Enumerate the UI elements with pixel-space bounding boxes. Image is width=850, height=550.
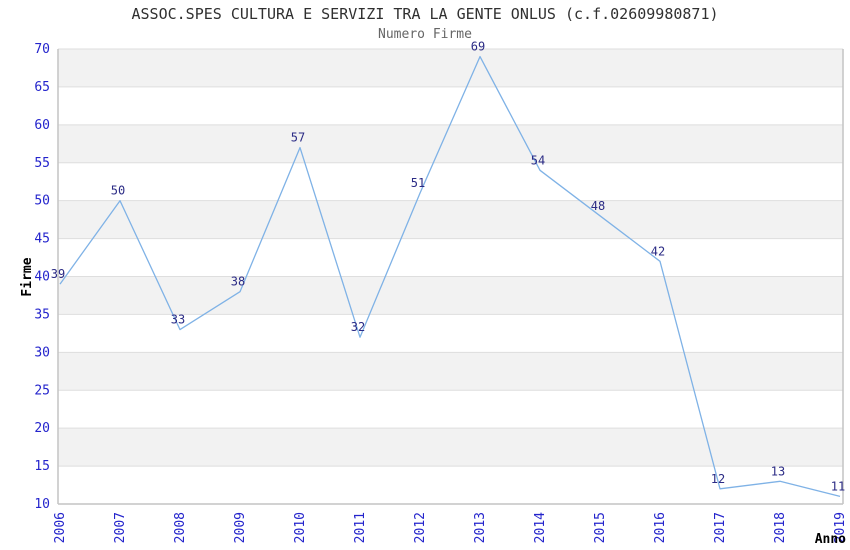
y-axis-title: Firme [20,257,35,296]
data-point-label: 48 [591,199,605,213]
chart-subtitle: Numero Firme [378,27,472,42]
data-point-label: 12 [711,472,725,486]
grid-band [58,49,843,87]
data-point-label: 54 [531,153,545,167]
grid-band [58,124,843,163]
y-tick-label: 70 [34,42,50,57]
chart-title: ASSOC.SPES CULTURA E SERVIZI TRA LA GENT… [131,5,719,23]
y-tick-label: 60 [34,118,50,133]
data-point-label: 69 [471,40,485,54]
x-tick-label: 2017 [713,512,728,543]
grid-band [58,352,843,391]
x-tick-label: 2016 [653,512,668,543]
data-point-label: 42 [651,244,665,258]
y-tick-label: 50 [34,194,50,209]
y-tick-label: 10 [34,497,50,512]
data-point-label: 50 [111,184,125,198]
x-tick-label: 2015 [593,512,608,543]
x-tick-label: 2012 [413,512,428,543]
y-tick-label: 55 [34,156,50,171]
x-tick-label: 2019 [833,512,848,543]
y-tick-label: 20 [34,421,50,436]
x-tick-label: 2018 [773,512,788,543]
grid-band [58,428,843,467]
x-tick-label: 2010 [293,512,308,543]
x-tick-label: 2011 [353,512,368,543]
data-point-label: 57 [291,131,305,145]
data-point-label: 33 [171,313,185,327]
data-point-label: 38 [231,275,245,289]
y-tick-label: 25 [34,383,50,398]
y-tick-label: 65 [34,80,50,95]
series-line [59,55,841,498]
x-axis-title: Anno [815,532,846,547]
x-tick-label: 2014 [533,512,548,543]
x-tick-label: 2008 [173,512,188,543]
y-tick-label: 30 [34,345,50,360]
data-point-label: 13 [771,464,785,478]
data-point-label: 39 [51,267,65,281]
x-tick-label: 2013 [473,512,488,543]
x-tick-label: 2006 [53,512,68,543]
y-tick-label: 15 [34,459,50,474]
data-point-label: 51 [411,176,425,190]
x-tick-label: 2007 [113,512,128,543]
y-tick-label: 45 [34,232,50,247]
data-point-label: 32 [351,320,365,334]
data-point-label: 11 [831,479,845,493]
grid-band [58,276,843,315]
x-tick-label: 2009 [233,512,248,543]
y-tick-label: 35 [34,307,50,322]
grid-band [58,200,843,239]
y-tick-label: 40 [34,270,50,285]
